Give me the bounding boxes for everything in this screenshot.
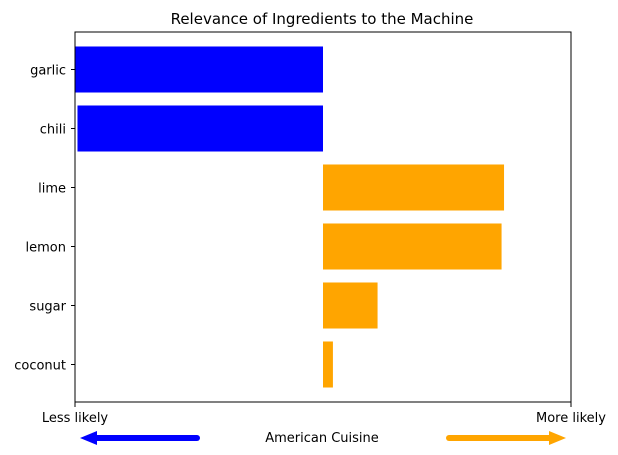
y-tick-marks: [71, 69, 75, 365]
more-likely-arrow: [446, 431, 566, 445]
x-axis-label: American Cuisine: [265, 431, 379, 446]
x-tick-label-more-likely: More likely: [536, 411, 606, 426]
bar-sugar: [323, 282, 378, 329]
more-likely-arrow-head: [549, 431, 566, 445]
chart-title: Relevance of Ingredients to the Machine: [171, 10, 474, 28]
y-tick-label-garlic: garlic: [30, 64, 66, 79]
y-tick-label-lemon: lemon: [26, 241, 66, 256]
x-tick-label-less-likely: Less likely: [42, 411, 109, 426]
y-tick-label-sugar: sugar: [29, 300, 66, 315]
bar-lime: [323, 164, 505, 211]
less-likely-arrow-head: [80, 431, 97, 445]
bar-coconut: [323, 341, 333, 388]
bar-lemon: [323, 223, 502, 270]
y-tick-label-lime: lime: [38, 182, 66, 197]
y-tick-label-coconut: coconut: [14, 359, 66, 374]
bar-chili: [77, 105, 323, 152]
bars-group: [75, 46, 505, 388]
less-likely-arrow: [80, 431, 200, 445]
y-tick-label-chili: chili: [40, 123, 66, 138]
y-tick-labels: garlic chili lime lemon sugar coconut: [14, 64, 66, 374]
plot-frame: [74, 31, 572, 403]
bar-garlic: [75, 46, 323, 93]
